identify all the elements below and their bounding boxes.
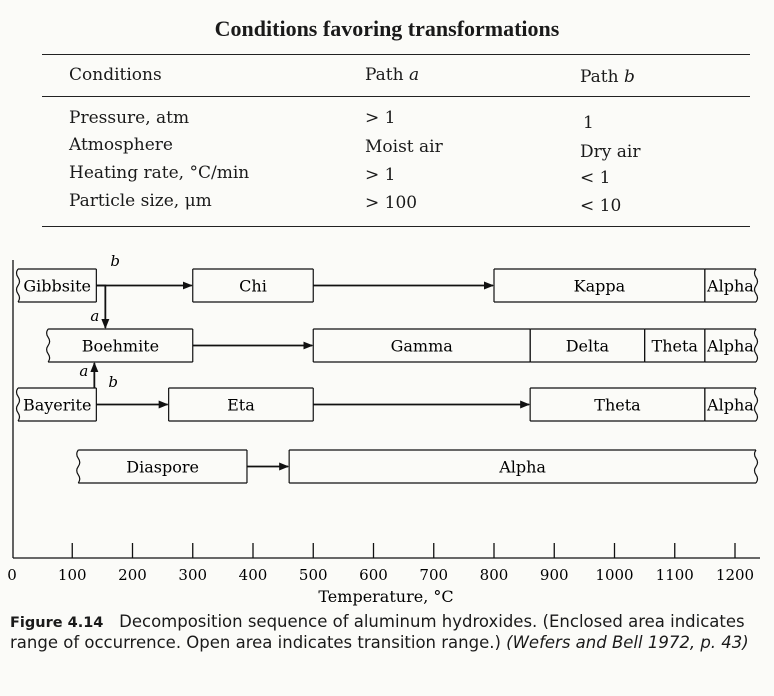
header-conditions: Conditions bbox=[69, 65, 162, 85]
phase-label: Bayerite bbox=[23, 396, 91, 415]
phase-label: Alpha bbox=[706, 396, 754, 415]
axis-tick-label: 800 bbox=[480, 566, 509, 584]
axis-tick-label: 400 bbox=[239, 566, 268, 584]
caption-text: Decomposition sequence of aluminum hydro… bbox=[10, 612, 745, 652]
row-path-b: 1 bbox=[583, 113, 594, 133]
axis-tick-label: 1100 bbox=[656, 566, 694, 584]
phase-label: Gamma bbox=[391, 337, 454, 356]
path-label: a bbox=[90, 307, 99, 325]
arrow-gibbsite-boehmite bbox=[96, 284, 110, 329]
phase-box-diaspore: Diaspore bbox=[76, 449, 248, 484]
figure-title: Conditions favoring transformations bbox=[214, 16, 560, 41]
header-path-a: Path a bbox=[365, 65, 420, 85]
row-condition: Particle size, μm bbox=[69, 191, 212, 211]
phase-box-alpha-2: Alpha bbox=[704, 328, 759, 363]
phase-label: Theta bbox=[652, 337, 699, 356]
header-path-b: Path b bbox=[580, 67, 635, 87]
phase-label: Chi bbox=[239, 277, 267, 296]
phase-box-delta: Delta bbox=[529, 328, 646, 363]
phase-box-bayerite: Bayerite bbox=[15, 387, 97, 422]
table-top-rule bbox=[42, 54, 750, 55]
path-label: a bbox=[79, 362, 88, 380]
decomposition-diagram: Gibbsite Chi Kappa Alpha Boehmite Gamma Delta T… bbox=[7, 252, 760, 606]
phase-box-chi: Chi bbox=[192, 268, 314, 303]
row-path-b: < 1 bbox=[580, 168, 611, 188]
row-condition: Heating rate, °C/min bbox=[69, 163, 250, 183]
axis-tick-label: 1000 bbox=[595, 566, 633, 584]
phase-label: Diaspore bbox=[126, 458, 199, 477]
phase-label: Alpha bbox=[706, 337, 754, 356]
row-path-b: < 10 bbox=[580, 196, 622, 216]
path-label: b bbox=[110, 252, 120, 270]
phase-label: Boehmite bbox=[82, 337, 159, 356]
row-path-a: > 1 bbox=[365, 108, 396, 128]
row-path-a: > 100 bbox=[365, 193, 418, 213]
phase-boxes: Gibbsite Chi Kappa Alpha Boehmite Gamma Delta T… bbox=[15, 268, 759, 484]
phase-box-theta-1: Theta bbox=[644, 328, 706, 363]
axis-tick-label: 500 bbox=[299, 566, 328, 584]
table-bottom-rule bbox=[42, 226, 750, 227]
axis-tick-label: 0 bbox=[7, 566, 17, 584]
axis-tick-label: 700 bbox=[419, 566, 448, 584]
row-condition: Atmosphere bbox=[69, 135, 173, 155]
phase-box-eta: Eta bbox=[168, 387, 314, 422]
axis-tick-label: 200 bbox=[118, 566, 147, 584]
phase-box-theta-2: Theta bbox=[529, 387, 706, 422]
axis-tick-label: 600 bbox=[359, 566, 388, 584]
caption-citation: (Wefers and Bell 1972, p. 43) bbox=[506, 633, 749, 652]
phase-box-gamma: Gamma bbox=[312, 328, 531, 363]
axis-tick-label: 1200 bbox=[716, 566, 754, 584]
phase-box-alpha-3: Alpha bbox=[704, 387, 759, 422]
phase-box-boehmite: Boehmite bbox=[46, 328, 194, 363]
axis-tick-label: 100 bbox=[58, 566, 87, 584]
row-path-a: Moist air bbox=[365, 137, 443, 157]
table-header-rule bbox=[42, 96, 750, 97]
phase-box-alpha-1: Alpha bbox=[704, 268, 759, 303]
row-condition: Pressure, atm bbox=[69, 108, 190, 128]
phase-box-gibbsite: Gibbsite bbox=[15, 268, 97, 303]
transformation-arrows: b a a b bbox=[79, 252, 531, 471]
phase-label: Delta bbox=[566, 337, 610, 356]
path-label: b bbox=[108, 373, 118, 391]
phase-label: Alpha bbox=[706, 277, 754, 296]
conditions-table: Conditions Path a Path b Pressure, atm >… bbox=[0, 0, 774, 240]
phase-box-kappa: Kappa bbox=[493, 268, 706, 303]
phase-label: Theta bbox=[594, 396, 641, 415]
figure-caption: Figure 4.14 Decomposition sequence of al… bbox=[10, 612, 770, 653]
axis-tick-label: 300 bbox=[178, 566, 207, 584]
phase-box-alpha-4: Alpha bbox=[288, 449, 759, 484]
axis-tick-label: 900 bbox=[540, 566, 569, 584]
phase-label: Kappa bbox=[574, 277, 626, 296]
row-path-a: > 1 bbox=[365, 165, 396, 185]
row-path-b: Dry air bbox=[580, 142, 641, 162]
axis-title: Temperature, °C bbox=[318, 587, 453, 606]
phase-label: Gibbsite bbox=[23, 277, 91, 296]
temperature-axis: 0 100 200 300 400 500 600 700 800 900 1000 1100 1200 bbox=[7, 260, 760, 584]
figure-number: Figure 4.14 bbox=[10, 615, 104, 631]
phase-label: Alpha bbox=[498, 458, 546, 477]
phase-label: Eta bbox=[227, 396, 255, 415]
